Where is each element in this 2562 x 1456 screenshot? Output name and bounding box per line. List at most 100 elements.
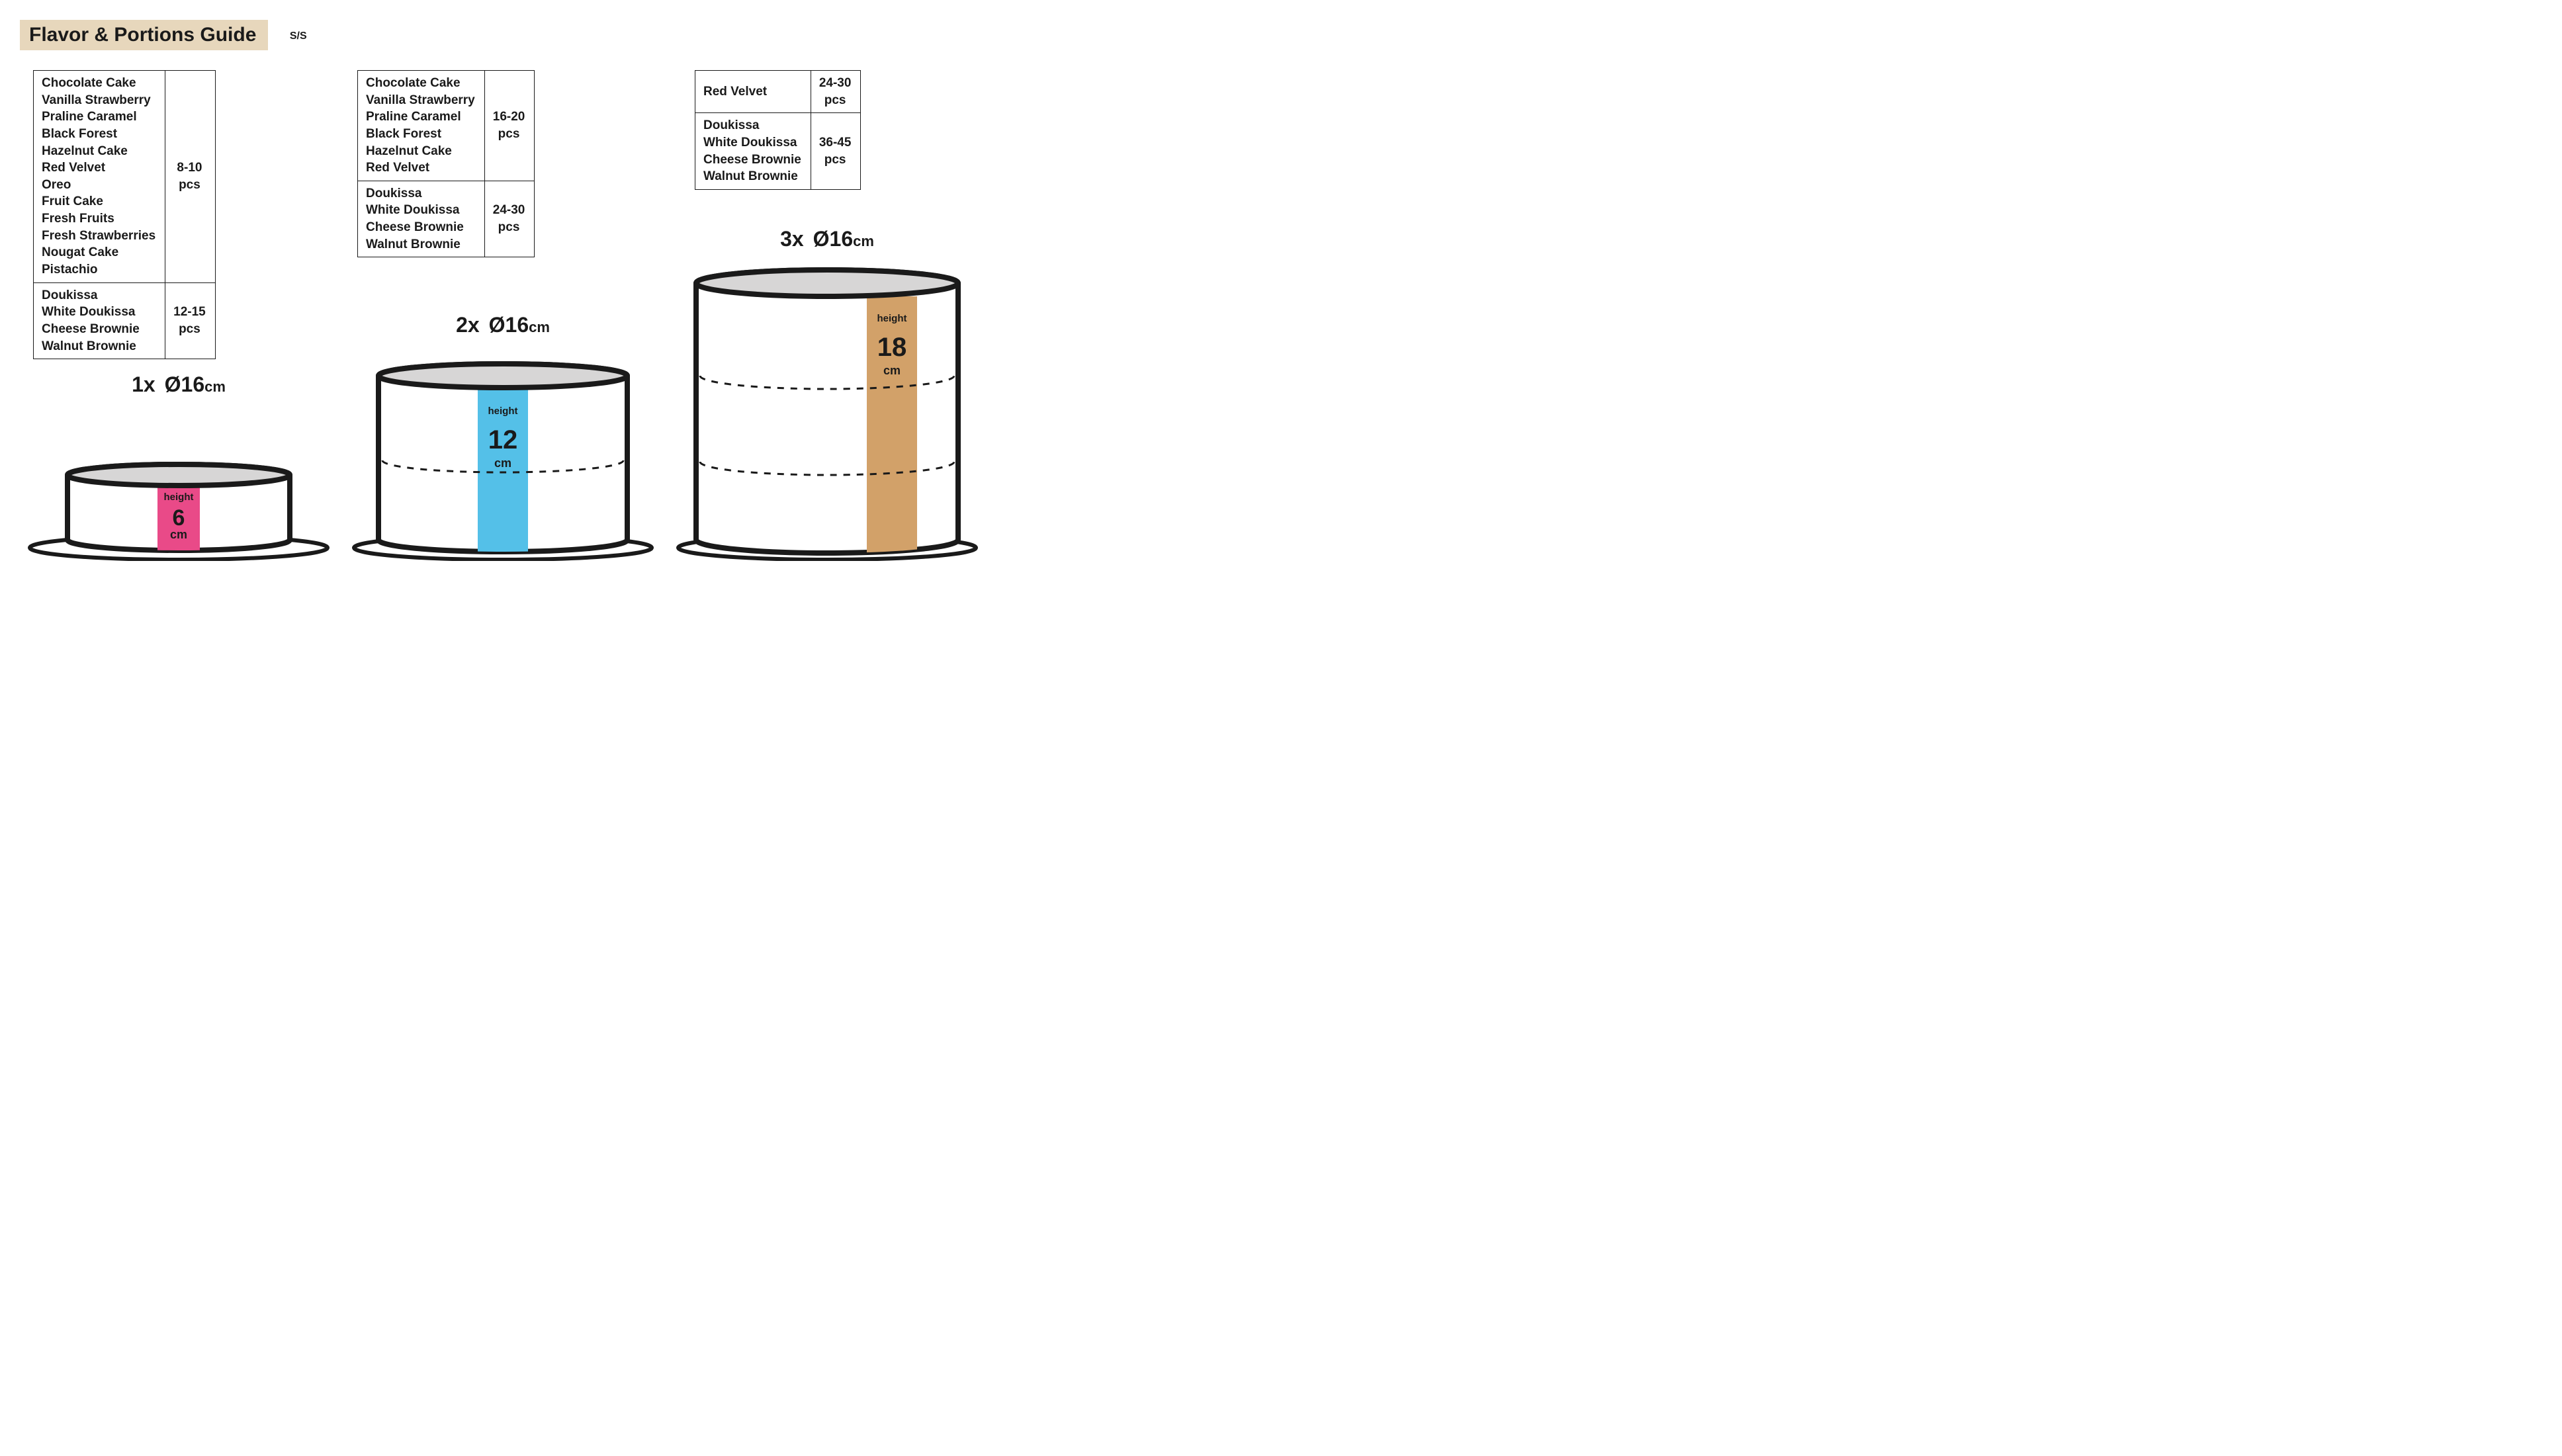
column: Red Velvet 24-30 pcs DoukissaWhite Doukissa… [668,70,986,561]
multiplier-label: 3x [780,227,804,251]
quantity-unit: pcs [498,220,520,234]
cake-top [696,270,958,296]
flavor-name: Vanilla Strawberry [366,92,475,109]
quantity-cell: 24-30 pcs [811,71,861,113]
quantity-value: 36-45 [819,136,852,150]
height-unit: cm [494,456,511,470]
flavor-name: Red Velvet [42,159,155,177]
table-row: DoukissaWhite DoukissaCheese BrownieWaln… [358,181,535,257]
flavor-name: Cheese Brownie [42,321,155,338]
page: Flavor & Portions Guide S/S Chocolate Ca… [0,0,993,568]
unit-label: cm [204,378,226,395]
flavor-name: Nougat Cake [42,244,155,261]
portions-table: Chocolate CakeVanilla StrawberryPraline … [357,70,535,257]
flavor-cell: DoukissaWhite DoukissaCheese BrownieWaln… [695,113,811,190]
quantity-value: 16-20 [493,110,525,124]
portions-table: Chocolate CakeVanilla StrawberryPraline … [33,70,216,359]
cake-top [378,364,627,388]
quantity-value: 12-15 [173,305,206,319]
column: Chocolate CakeVanilla StrawberryPraline … [344,70,662,561]
unit-label: cm [853,233,874,249]
multiplier-label: 1x [132,372,155,396]
table-row: DoukissaWhite DoukissaCheese BrownieWaln… [695,113,861,190]
unit-label: cm [529,319,550,335]
flavor-name: Walnut Brownie [366,236,475,253]
table-row: DoukissaWhite DoukissaCheese BrownieWaln… [34,282,216,359]
height-value: 12 [488,425,518,454]
flavor-name: Fresh Fruits [42,210,155,228]
quantity-cell: 12-15 pcs [165,282,216,359]
flavor-name: Walnut Brownie [703,168,801,185]
height-value: 6 [173,505,185,531]
flavor-name: Cheese Brownie [366,219,475,236]
multiplier-label: 2x [456,313,480,337]
cake-title: 3x Ø16cm [668,227,986,251]
quantity-value: 24-30 [819,76,852,90]
flavor-name: Fruit Cake [42,193,155,210]
height-word: height [877,313,907,324]
quantity-unit: pcs [179,178,200,192]
flavor-name: Doukissa [703,117,801,134]
cake-title: 2x Ø16cm [344,313,662,337]
flavor-name: Black Forest [366,126,475,143]
quantity-unit: pcs [179,322,200,336]
flavor-name: Hazelnut Cake [366,143,475,160]
cake-body [696,270,958,553]
cake-diagram: 1xØ16cmheight6cm [20,372,337,561]
table-row: Chocolate CakeVanilla StrawberryPraline … [358,71,535,181]
header: Flavor & Portions Guide S/S [20,20,973,50]
cake-title: 1x Ø16cm [20,372,337,397]
cake-diagram: 3xØ16cmheight18cm [668,227,986,561]
subtitle: S/S [290,30,307,42]
flavor-name: Black Forest [42,126,155,143]
quantity-value: 24-30 [493,203,525,217]
flavor-name: Pistachio [42,261,155,278]
flavor-name: Chocolate Cake [42,75,155,92]
flavor-name: Praline Caramel [42,108,155,126]
diameter-label: Ø16 [813,227,853,251]
quantity-unit: pcs [824,93,846,107]
flavor-name: Red Velvet [703,83,801,101]
table-row: Chocolate CakeVanilla StrawberryPraline … [34,71,216,283]
height-unit: cm [883,364,901,377]
flavor-cell: Chocolate CakeVanilla StrawberryPraline … [34,71,165,283]
flavor-name: Vanilla Strawberry [42,92,155,109]
page-title: Flavor & Portions Guide [20,20,268,50]
flavor-cell: Red Velvet [695,71,811,113]
quantity-cell: 36-45 pcs [811,113,861,190]
cake-top [67,464,290,486]
quantity-unit: pcs [824,153,846,167]
flavor-name: Fresh Strawberries [42,228,155,245]
columns: Chocolate CakeVanilla StrawberryPraline … [20,70,973,561]
flavor-cell: Chocolate CakeVanilla StrawberryPraline … [358,71,485,181]
flavor-name: Red Velvet [366,159,475,177]
quantity-value: 8-10 [177,161,202,175]
cake-svg: height 12 cm [344,343,662,561]
quantity-unit: pcs [498,127,520,141]
flavor-name: White Doukissa [366,202,475,219]
cake-svg: height 18 cm [668,257,986,561]
flavor-cell: DoukissaWhite DoukissaCheese BrownieWaln… [34,282,165,359]
flavor-name: White Doukissa [703,134,801,151]
quantity-cell: 16-20 pcs [484,71,535,181]
flavor-name: Chocolate Cake [366,75,475,92]
flavor-name: White Doukissa [42,304,155,321]
diameter-label: Ø16 [165,372,204,396]
diameter-label: Ø16 [489,313,529,337]
cake-svg: height 6cm [20,402,337,561]
height-word: height [488,406,518,417]
height-word: height [164,492,194,503]
table-row: Red Velvet 24-30 pcs [695,71,861,113]
flavor-name: Walnut Brownie [42,338,155,355]
height-value: 18 [877,333,907,362]
flavor-cell: DoukissaWhite DoukissaCheese BrownieWaln… [358,181,485,257]
quantity-cell: 24-30 pcs [484,181,535,257]
flavor-name: Oreo [42,177,155,194]
quantity-cell: 8-10 pcs [165,71,216,283]
flavor-name: Cheese Brownie [703,151,801,169]
flavor-name: Hazelnut Cake [42,143,155,160]
column: Chocolate CakeVanilla StrawberryPraline … [20,70,337,561]
height-unit: cm [170,528,187,541]
cake-diagram: 2xØ16cmheight12cm [344,313,662,561]
flavor-name: Praline Caramel [366,108,475,126]
